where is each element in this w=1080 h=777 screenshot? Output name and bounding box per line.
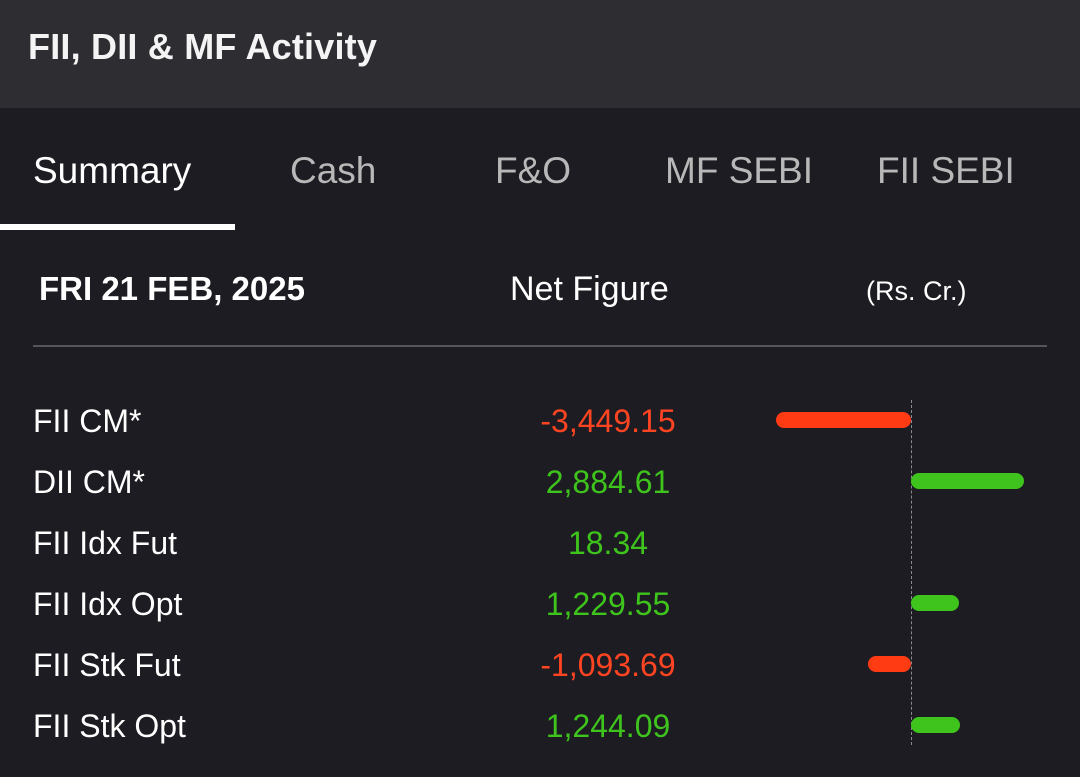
list-item[interactable]: FII CM* -3,449.15 <box>0 390 1080 451</box>
net-figure-label: Net Figure <box>510 270 669 308</box>
list-item[interactable]: FII Idx Opt 1,229.55 <box>0 573 1080 634</box>
row-value: 18.34 <box>567 525 649 561</box>
row-bar <box>776 412 911 428</box>
date-label[interactable]: FRI 21 FEB, 2025 <box>39 270 305 307</box>
divider <box>33 345 1047 347</box>
summary-subheader: FRI 21 FEB, 2025 Net Figure (Rs. Cr.) <box>0 232 1080 348</box>
list-item[interactable]: DII CM* 2,884.61 <box>0 451 1080 512</box>
app-header: FII, DII & MF Activity <box>0 0 1080 108</box>
tab-summary[interactable]: Summary <box>33 150 192 191</box>
unit-label: (Rs. Cr.) <box>866 276 967 306</box>
row-value: 1,229.55 <box>545 586 671 622</box>
row-value: 1,244.09 <box>545 708 671 744</box>
zero-axis-line <box>911 400 912 745</box>
row-label: FII Idx Opt <box>33 586 183 622</box>
list-item[interactable]: FII Stk Opt 1,244.09 <box>0 695 1080 756</box>
row-label: FII Stk Opt <box>33 708 186 744</box>
page-title: FII, DII & MF Activity <box>28 26 378 67</box>
tab-mf-sebi[interactable]: MF SEBI <box>665 150 814 191</box>
row-bar <box>868 656 911 672</box>
row-value: -3,449.15 <box>540 403 676 439</box>
tab-fno[interactable]: F&O <box>495 150 572 191</box>
activity-list: FII CM* -3,449.15 DII CM* 2,884.61 FII I… <box>0 390 1080 760</box>
row-label: FII Stk Fut <box>33 647 181 683</box>
tab-fii-sebi[interactable]: FII SEBI <box>877 150 1015 191</box>
active-tab-indicator <box>0 224 235 230</box>
row-label: FII Idx Fut <box>33 525 178 561</box>
list-item[interactable]: FII Stk Fut -1,093.69 <box>0 634 1080 695</box>
row-value: 2,884.61 <box>545 464 671 500</box>
list-item[interactable]: FII Idx Fut 18.34 <box>0 512 1080 573</box>
tab-bar: Summary Cash F&O MF SEBI FII SEBI <box>0 108 1080 232</box>
row-bar <box>911 595 960 611</box>
tab-cash[interactable]: Cash <box>290 150 377 191</box>
row-label: FII CM* <box>33 403 142 439</box>
row-bar <box>911 717 960 733</box>
row-bar <box>911 473 1024 489</box>
row-value: -1,093.69 <box>540 647 676 683</box>
row-label: DII CM* <box>33 464 145 500</box>
